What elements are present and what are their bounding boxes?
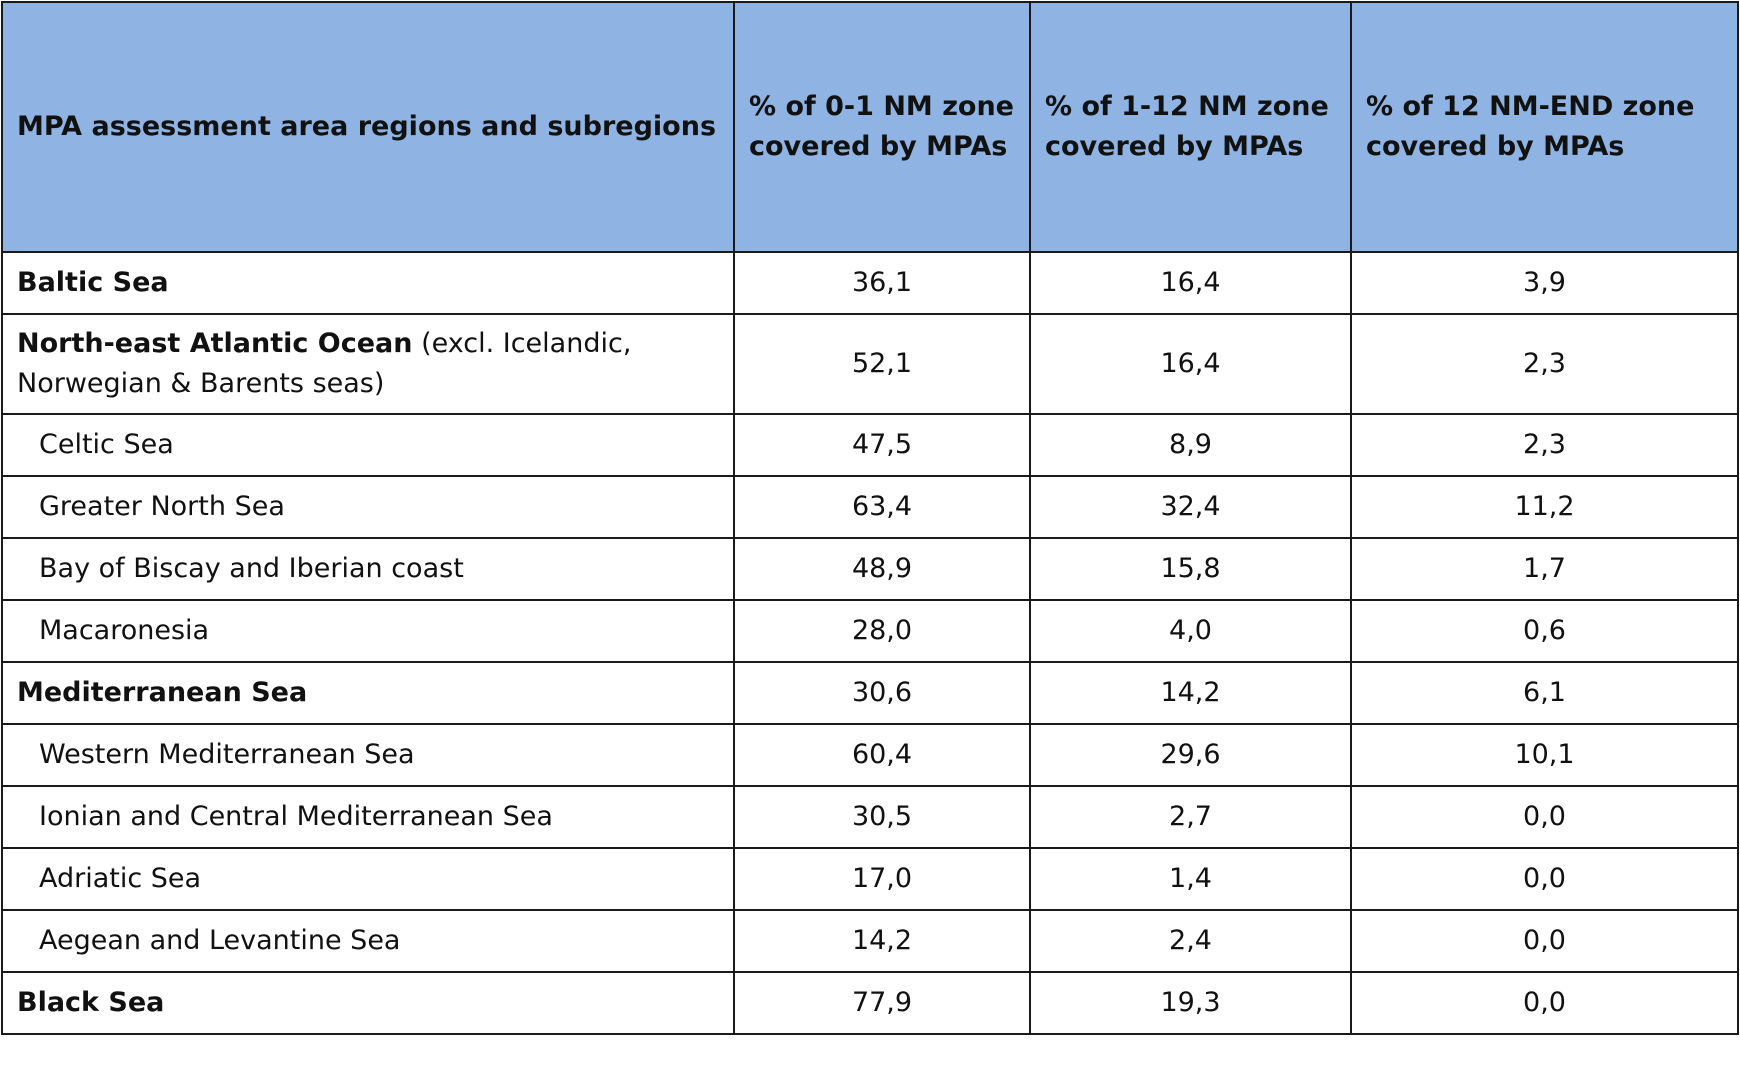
region-name: Baltic Sea <box>1 251 735 315</box>
subregion-name: Greater North Sea <box>1 475 735 539</box>
cell-0-1nm: 30,5 <box>733 785 1031 849</box>
table-row: Aegean and Levantine Sea 14,2 2,4 0,0 <box>1 909 1739 973</box>
cell-0-1nm: 48,9 <box>733 537 1031 601</box>
cell-1-12nm: 15,8 <box>1029 537 1352 601</box>
subregion-name: Bay of Biscay and Iberian coast <box>1 537 735 601</box>
cell-12nm-end: 10,1 <box>1350 723 1739 787</box>
table-row: Western Mediterranean Sea 60,4 29,6 10,1 <box>1 723 1739 787</box>
cell-1-12nm: 19,3 <box>1029 971 1352 1035</box>
table-row: Adriatic Sea 17,0 1,4 0,0 <box>1 847 1739 911</box>
table-row: Greater North Sea 63,4 32,4 11,2 <box>1 475 1739 539</box>
subregion-name: Adriatic Sea <box>1 847 735 911</box>
cell-12nm-end: 0,0 <box>1350 971 1739 1035</box>
mpa-coverage-table: MPA assessment area regions and subregio… <box>1 1 1739 1035</box>
header-zone-0-1nm: % of 0-1 NM zone covered by MPAs <box>733 1 1031 253</box>
cell-0-1nm: 28,0 <box>733 599 1031 663</box>
subregion-name: Ionian and Central Mediterranean Sea <box>1 785 735 849</box>
cell-0-1nm: 30,6 <box>733 661 1031 725</box>
cell-12nm-end: 1,7 <box>1350 537 1739 601</box>
cell-12nm-end: 11,2 <box>1350 475 1739 539</box>
header-row: MPA assessment area regions and subregio… <box>1 1 1739 253</box>
subregion-name: Macaronesia <box>1 599 735 663</box>
cell-1-12nm: 2,4 <box>1029 909 1352 973</box>
region-name: Mediterranean Sea <box>1 661 735 725</box>
table-row: Ionian and Central Mediterranean Sea 30,… <box>1 785 1739 849</box>
cell-12nm-end: 2,3 <box>1350 413 1739 477</box>
table-row: Macaronesia 28,0 4,0 0,6 <box>1 599 1739 663</box>
cell-12nm-end: 0,6 <box>1350 599 1739 663</box>
cell-12nm-end: 0,0 <box>1350 909 1739 973</box>
cell-0-1nm: 60,4 <box>733 723 1031 787</box>
cell-0-1nm: 63,4 <box>733 475 1031 539</box>
subregion-name: Western Mediterranean Sea <box>1 723 735 787</box>
cell-12nm-end: 3,9 <box>1350 251 1739 315</box>
cell-12nm-end: 0,0 <box>1350 785 1739 849</box>
cell-1-12nm: 8,9 <box>1029 413 1352 477</box>
region-note: (excl. Icelandic, Norwegian & Barents se… <box>17 328 632 399</box>
cell-0-1nm: 17,0 <box>733 847 1031 911</box>
cell-0-1nm: 36,1 <box>733 251 1031 315</box>
cell-1-12nm: 14,2 <box>1029 661 1352 725</box>
cell-0-1nm: 77,9 <box>733 971 1031 1035</box>
table-row: Celtic Sea 47,5 8,9 2,3 <box>1 413 1739 477</box>
cell-12nm-end: 0,0 <box>1350 847 1739 911</box>
table-row: Black Sea 77,9 19,3 0,0 <box>1 971 1739 1035</box>
subregion-name: Aegean and Levantine Sea <box>1 909 735 973</box>
table-row: Baltic Sea 36,1 16,4 3,9 <box>1 251 1739 315</box>
cell-0-1nm: 14,2 <box>733 909 1031 973</box>
table-row: Bay of Biscay and Iberian coast 48,9 15,… <box>1 537 1739 601</box>
cell-12nm-end: 2,3 <box>1350 313 1739 415</box>
header-zone-1-12nm: % of 1-12 NM zone covered by MPAs <box>1029 1 1352 253</box>
cell-12nm-end: 6,1 <box>1350 661 1739 725</box>
header-region: MPA assessment area regions and subregio… <box>1 1 735 253</box>
region-name: North-east Atlantic Ocean (excl. Iceland… <box>1 313 735 415</box>
cell-1-12nm: 16,4 <box>1029 313 1352 415</box>
cell-1-12nm: 1,4 <box>1029 847 1352 911</box>
header-zone-12nm-end: % of 12 NM-END zone covered by MPAs <box>1350 1 1739 253</box>
cell-0-1nm: 52,1 <box>733 313 1031 415</box>
cell-1-12nm: 29,6 <box>1029 723 1352 787</box>
cell-1-12nm: 4,0 <box>1029 599 1352 663</box>
region-name: Black Sea <box>1 971 735 1035</box>
cell-0-1nm: 47,5 <box>733 413 1031 477</box>
table-row: North-east Atlantic Ocean (excl. Iceland… <box>1 313 1739 415</box>
cell-1-12nm: 2,7 <box>1029 785 1352 849</box>
cell-1-12nm: 32,4 <box>1029 475 1352 539</box>
cell-1-12nm: 16,4 <box>1029 251 1352 315</box>
table-row: Mediterranean Sea 30,6 14,2 6,1 <box>1 661 1739 725</box>
subregion-name: Celtic Sea <box>1 413 735 477</box>
